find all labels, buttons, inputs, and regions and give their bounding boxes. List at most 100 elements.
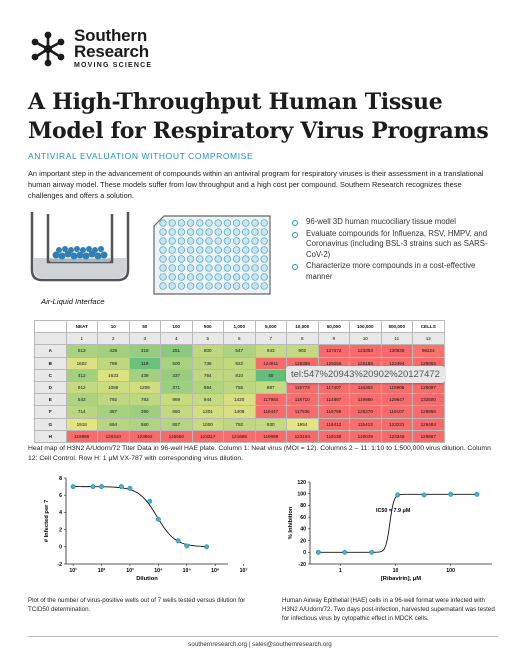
plate-well (186, 273, 195, 281)
plate-well (159, 228, 167, 236)
heatmap-cell: 115413 (349, 417, 382, 431)
heatmap-cell: 694 (97, 417, 130, 431)
y-tick-label: 6 (59, 493, 62, 499)
plate-well (223, 219, 232, 227)
molecule-logo-icon (31, 31, 65, 66)
x-tick-label: 10⁷ (240, 568, 248, 574)
brand-tagline: MOVING SCIENCE (74, 62, 153, 69)
heatmap-cell: 116363 (349, 380, 382, 395)
heatmap-cell: 124811 (254, 356, 287, 370)
plate-well (223, 237, 232, 245)
heatmap-row: B 1602 789 119 500 736 822 124811 126389 125266 12… (34, 356, 445, 370)
plate-well (186, 282, 195, 290)
footer-divider (28, 636, 498, 637)
heatmap-cell: 123346 (380, 429, 413, 443)
heatmap-cell: 412 (65, 368, 98, 382)
heatmap-cell: 594 (191, 380, 224, 395)
plate-well (177, 237, 186, 245)
page-title: A High-Throughput Human Tissue Model for… (28, 89, 489, 144)
heatmap-cell: 117407 (317, 380, 350, 395)
y-tick-label: 4 (59, 510, 62, 516)
plate-well (205, 237, 213, 245)
plate-well (232, 282, 241, 290)
plate-well (214, 219, 222, 227)
data-point (315, 549, 321, 555)
plate-well (177, 255, 186, 263)
intro-paragraph: An important step in the advancement of … (28, 169, 484, 200)
plate-well (177, 282, 186, 290)
plate-well (214, 255, 222, 263)
data-point (99, 484, 104, 490)
x-tick-label: 10⁵ (183, 568, 192, 574)
plate-well (205, 246, 213, 254)
company-logo: Southern Research MOVING SCIENCE (28, 27, 153, 69)
plate-well (168, 264, 176, 272)
plate-well (177, 219, 186, 227)
heatmap-column-header: 100 (160, 319, 193, 334)
heatmap-cell: 116412 (317, 417, 350, 431)
heatmap-row-label: G (34, 417, 67, 431)
plate-well (205, 255, 213, 263)
heatmap-row-label: H (34, 429, 67, 443)
y-axis-label: # Infected per 7 (44, 500, 50, 543)
y-tick-label: 0 (59, 545, 62, 551)
heatmap-column-header: 100,000 (349, 319, 382, 334)
heatmap-cell: 543 (65, 393, 98, 407)
heatmap-row-label: C (34, 368, 67, 382)
heatmap-cell: 125270 (349, 405, 382, 419)
plate-well (177, 246, 186, 254)
plate-well (260, 264, 268, 272)
plate-well (223, 282, 232, 290)
plate-well (232, 273, 241, 281)
y-axis-label: % Inhibition (288, 506, 294, 539)
y-tick-label: 100 (297, 492, 306, 498)
heatmap-cell: 1602 (65, 356, 98, 370)
data-point (395, 492, 401, 498)
plate-well (196, 219, 204, 227)
plate-well (260, 237, 268, 245)
heatmap-cell: 117984 (254, 393, 287, 407)
heatmap-cell: 1000 (191, 417, 224, 431)
plate-well (214, 282, 222, 290)
plate-well (251, 237, 259, 245)
heatmap-cell: 318 (128, 344, 161, 358)
heatmap-cell: 736 (191, 356, 224, 370)
heatmap-column-index: 3 (128, 332, 161, 346)
heatmap-column-index: 6 (223, 332, 256, 346)
plate-well (196, 264, 204, 272)
heatmap-row-label: B (34, 356, 67, 370)
page-subtitle: ANTIVIRAL EVALUATION WITHOUT COMPROMISE (28, 151, 254, 161)
heatmap-cell: 120310 (97, 429, 130, 443)
heatmap-cell: 1954 (286, 417, 319, 431)
heatmap-cell: 128856 (412, 405, 445, 419)
phone-link-tooltip[interactable]: tel:547%20943%20902%20127472 (286, 366, 445, 383)
x-axis-label: Dilution (136, 576, 158, 582)
feature-item: 96-well 3D human mucociliary tissue mode… (290, 217, 490, 228)
heatmap-cell: 1420 (223, 393, 256, 407)
heatmap-column-index: 7 (254, 332, 287, 346)
heatmap-column-index: 9 (317, 332, 350, 346)
plate-well (232, 219, 241, 227)
heatmap-cell: 800 (191, 344, 224, 358)
x-tick-label: 10⁶ (211, 568, 220, 574)
plate-well (223, 255, 232, 263)
y-tick-label: 120 (297, 480, 306, 486)
x-tick-label: 10 (393, 568, 399, 574)
footer-contact[interactable]: southernresearch.org | sales@southernres… (188, 641, 332, 648)
plate-well (168, 273, 176, 281)
plate-well (159, 264, 167, 272)
heatmap-cell: 123231 (380, 417, 413, 431)
data-point (147, 498, 153, 504)
heatmap-cell: 439 (128, 368, 161, 382)
heatmap-cell: 116769 (317, 405, 350, 419)
x-tick-label: 10⁴ (154, 568, 163, 574)
data-point (421, 492, 427, 498)
plate-well (196, 246, 204, 254)
plate-well (186, 237, 195, 245)
heatmap-row: D 912 1088 1209 371 594 755 887 116773 117407 1163… (34, 380, 445, 395)
plate-well (159, 237, 167, 245)
plate-well (242, 273, 250, 281)
plate-well (260, 255, 268, 263)
heatmap-cell: 40 (254, 368, 287, 382)
plate-well (260, 228, 268, 236)
